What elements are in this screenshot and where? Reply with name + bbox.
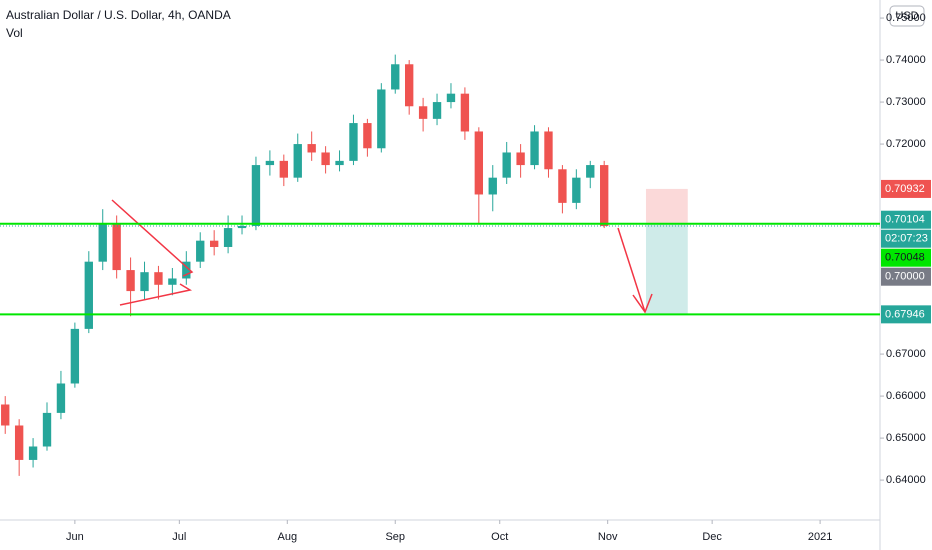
- candle-body: [391, 64, 400, 90]
- candle-body: [196, 240, 205, 262]
- arrow-shaft: [617, 227, 646, 313]
- triangle-drawing: [119, 283, 193, 306]
- candle-body: [98, 223, 107, 262]
- x-tick-label: Aug: [278, 531, 298, 543]
- candle-body: [335, 160, 344, 166]
- y-tick-label: 0.67000: [886, 348, 926, 360]
- level-price-label: 0.70104: [885, 214, 925, 226]
- candle-body: [600, 165, 609, 227]
- x-tick-label: Sep: [385, 531, 405, 543]
- candle-body: [502, 152, 511, 178]
- candle-body: [572, 177, 581, 203]
- chart-title: Australian Dollar / U.S. Dollar, 4h, OAN…: [6, 8, 231, 22]
- currency-label[interactable]: USD: [895, 10, 918, 22]
- stop-zone: [645, 188, 688, 224]
- x-tick-label: 2021: [808, 531, 832, 543]
- candle-body: [460, 93, 470, 132]
- x-tick-label: Nov: [598, 531, 618, 543]
- countdown-label-box: [881, 229, 931, 248]
- x-tick-label: Jul: [172, 531, 186, 543]
- y-tick-label: 0.75000: [886, 12, 926, 24]
- level-price-label-box: [881, 305, 931, 324]
- candle-body: [56, 383, 66, 413]
- y-tick-label: 0.74000: [886, 54, 926, 66]
- candle-body: [70, 328, 80, 384]
- y-tick-label: 0.72000: [886, 138, 926, 150]
- x-tick-label: Jun: [66, 531, 84, 543]
- x-tick-label: Dec: [702, 531, 722, 543]
- candle-body: [544, 131, 553, 170]
- arrow-head: [632, 293, 653, 314]
- stop-price-label: 0.70932: [885, 183, 925, 195]
- candle-body: [112, 223, 121, 271]
- level-price-label-box: [881, 210, 931, 229]
- candle-body: [530, 131, 539, 166]
- candle-body: [237, 225, 247, 229]
- candle-body: [140, 272, 149, 292]
- volume-label: Vol: [6, 26, 23, 40]
- candle-body: [279, 160, 288, 178]
- y-tick-label: 0.64000: [886, 474, 926, 486]
- stop-price-label-box: [881, 179, 931, 198]
- candle-body: [84, 261, 93, 329]
- candle-body: [14, 425, 24, 460]
- plot-area: [0, 54, 880, 476]
- candle-body: [446, 93, 456, 103]
- candle-body: [586, 165, 595, 178]
- last-price-label: 0.70048: [885, 252, 925, 264]
- x-tick-label: Oct: [491, 531, 508, 543]
- candle-body: [251, 165, 261, 226]
- candle-body: [223, 228, 233, 247]
- candle-body: [209, 240, 219, 247]
- candle-body: [265, 160, 275, 166]
- candle-body: [307, 144, 316, 153]
- candle-body: [293, 144, 302, 178]
- candle-body: [488, 177, 497, 195]
- candle-body: [182, 261, 191, 279]
- candle-body: [363, 123, 372, 149]
- candle-body: [558, 169, 567, 203]
- countdown-label: 02:07:23: [885, 233, 928, 245]
- y-tick-label: 0.65000: [886, 432, 926, 444]
- target-zone: [645, 223, 688, 315]
- currency-badge[interactable]: [889, 5, 925, 27]
- candle-body: [28, 446, 38, 460]
- candle-body: [432, 102, 442, 119]
- y-tick-label: 0.73000: [886, 96, 926, 108]
- candle-body: [1, 404, 10, 426]
- candle-body: [349, 123, 358, 161]
- overlays: 0.70932 0.70104 02:07:23 0.70048 0.70000 0.67…: [0, 179, 931, 324]
- candle-body: [321, 152, 330, 166]
- candle-body: [405, 64, 414, 107]
- marker-price-label: 0.70000: [885, 271, 925, 283]
- candle-body: [418, 106, 428, 119]
- candle-body: [168, 278, 177, 285]
- marker-price-label-box: [881, 267, 931, 286]
- candle-body: [154, 272, 163, 285]
- candle-body: [126, 270, 135, 292]
- last-price-label-box: [881, 248, 931, 267]
- candle-body: [474, 131, 484, 195]
- candle-body: [516, 152, 525, 166]
- candle-body: [377, 89, 386, 149]
- candle-body: [42, 412, 52, 447]
- level-price-label: 0.67946: [885, 308, 925, 320]
- y-tick-label: 0.66000: [886, 390, 926, 402]
